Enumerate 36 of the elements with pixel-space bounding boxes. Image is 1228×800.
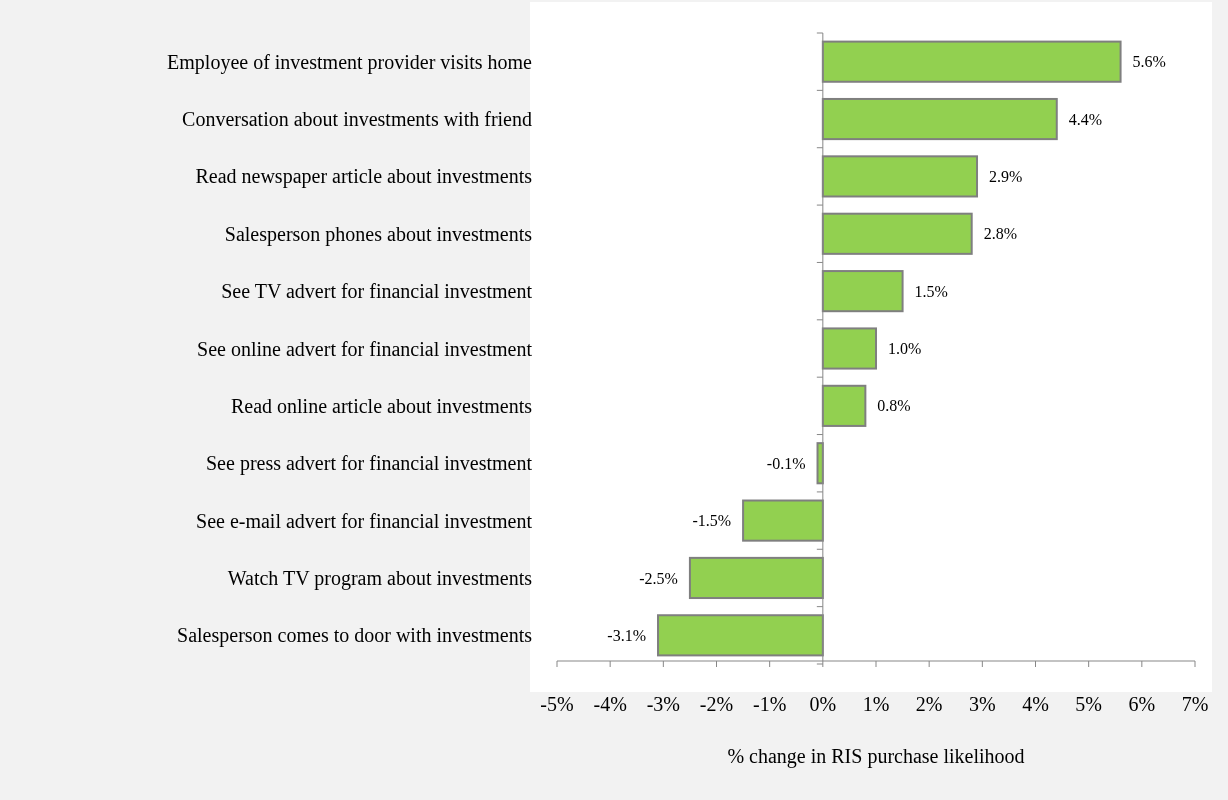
x-tick-label: -5% xyxy=(540,693,574,715)
y-tick-label: Read newspaper article about investments xyxy=(195,165,533,189)
data-label: 1.5% xyxy=(914,282,948,300)
x-tick-label: -3% xyxy=(646,693,680,715)
x-axis-title: % change in RIS purchase likelihood xyxy=(727,745,1025,768)
data-label: 4.4% xyxy=(1068,110,1103,128)
data-label: 5.6% xyxy=(1132,53,1166,71)
data-label: 2.8% xyxy=(983,225,1018,243)
x-tick-label: 6% xyxy=(1128,693,1156,715)
data-label: 1.0% xyxy=(888,340,922,358)
x-tick-label: 0% xyxy=(809,693,837,715)
y-tick-label: Employee of investment provider visits home xyxy=(167,50,533,74)
data-label: -3.1% xyxy=(607,626,647,644)
y-tick-label: See e-mail advert for financial investment xyxy=(196,509,533,532)
y-tick-label: See press advert for financial investment xyxy=(206,452,533,476)
y-tick-label: Watch TV program about investments xyxy=(227,566,533,590)
x-tick-label: -4% xyxy=(593,693,627,715)
y-tick-label: Salesperson comes to door with investments xyxy=(177,624,533,648)
y-tick-label: Conversation about investments with friend xyxy=(182,108,532,131)
x-tick-label: -1% xyxy=(753,693,787,715)
data-label: -1.5% xyxy=(692,512,732,530)
data-label: -2.5% xyxy=(639,569,678,587)
y-tick-label: Read online article about investments xyxy=(230,394,533,417)
x-tick-label: 3% xyxy=(969,693,996,715)
x-tick-label: 7% xyxy=(1181,693,1209,715)
data-label: 2.9% xyxy=(989,168,1023,186)
x-tick-label: 4% xyxy=(1022,693,1049,715)
data-label: -0.1% xyxy=(766,454,806,472)
x-tick-label: 2% xyxy=(915,693,943,715)
y-tick-label: See TV advert for financial investment xyxy=(221,280,533,303)
y-tick-label: See online advert for financial investment xyxy=(197,337,533,360)
x-tick-label: -2% xyxy=(699,693,734,715)
x-tick-label: 1% xyxy=(862,693,890,715)
x-tick-label: 5% xyxy=(1075,693,1102,715)
data-label: 0.8% xyxy=(877,397,911,415)
y-tick-label: Salesperson phones about investments xyxy=(224,222,533,246)
